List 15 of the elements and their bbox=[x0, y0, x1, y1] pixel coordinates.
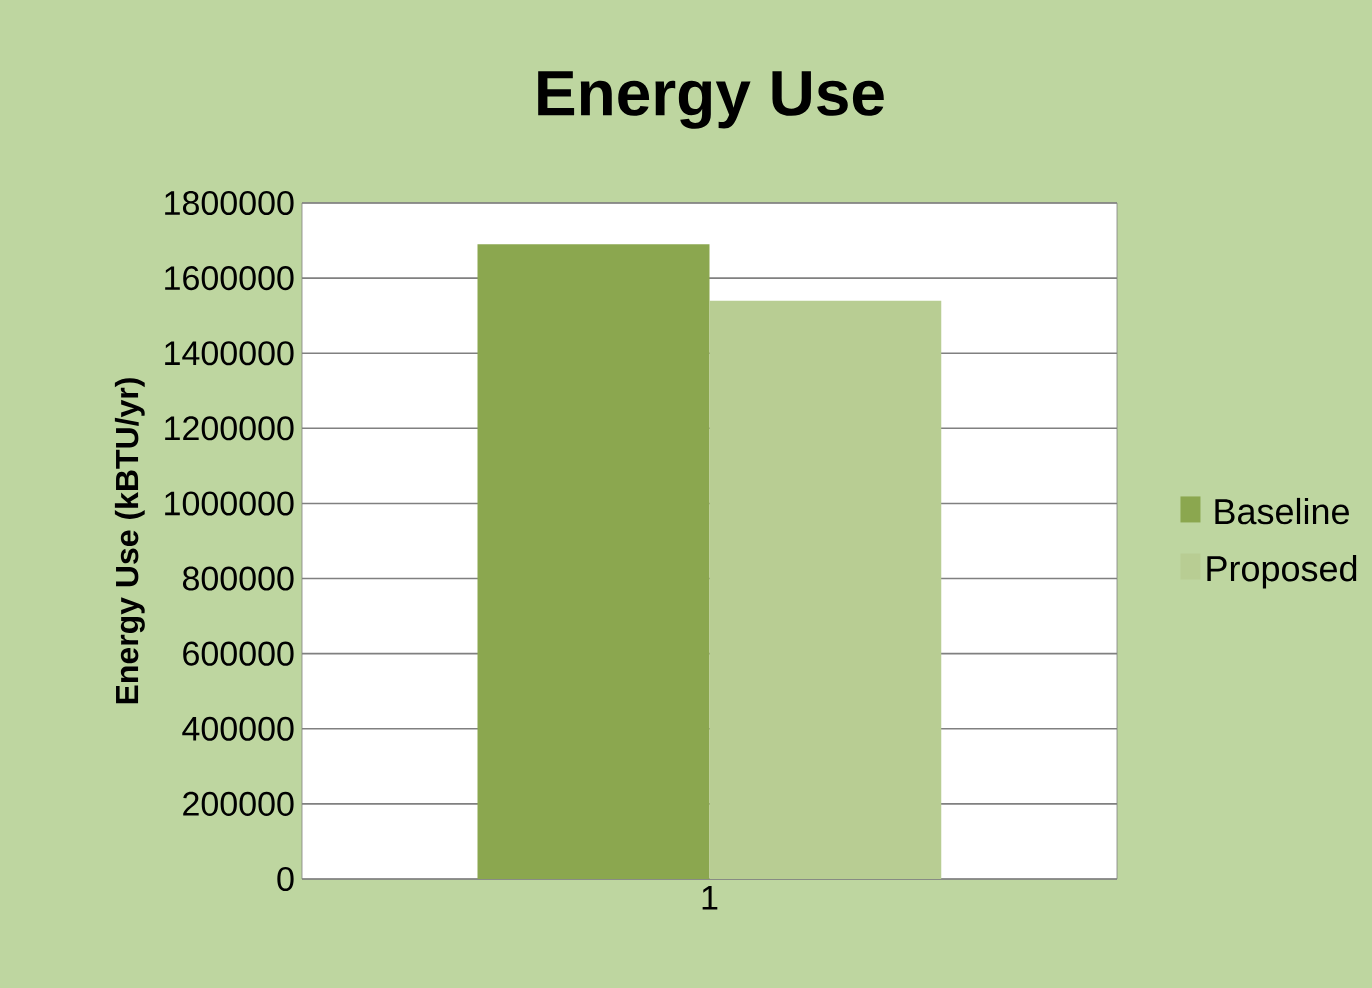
y-axis-title: Energy Use (kBTU/yr) bbox=[114, 378, 145, 704]
y-tick-label: 0 bbox=[277, 866, 294, 892]
x-tick-label: 1 bbox=[702, 886, 718, 910]
legend-label: Proposed bbox=[1207, 554, 1357, 589]
y-tick-label: 1800000 bbox=[165, 190, 294, 216]
y-tick-label: 800000 bbox=[182, 566, 294, 591]
y-tick-label: 200000 bbox=[183, 791, 294, 816]
y-tick-label: 1200000 bbox=[165, 416, 294, 441]
y-tick-label: 400000 bbox=[182, 716, 294, 741]
legend-label: Baseline bbox=[1215, 497, 1349, 525]
y-tick-label: 1000000 bbox=[165, 491, 294, 516]
y-tick-label: 1600000 bbox=[165, 266, 294, 291]
y-tick-label: 1400000 bbox=[165, 341, 294, 366]
y-tick-label: 600000 bbox=[183, 641, 294, 666]
chart-title: Energy Use bbox=[538, 71, 884, 129]
